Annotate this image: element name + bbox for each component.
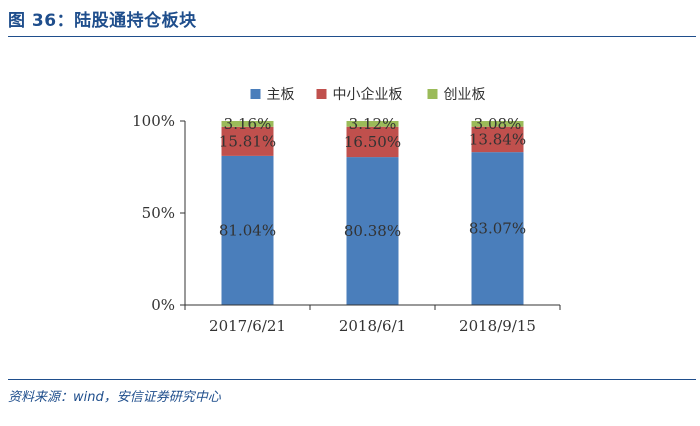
legend-label: 中小企业板	[333, 86, 403, 103]
bar-segment	[346, 126, 399, 158]
data-label: 81.04%	[219, 221, 276, 239]
data-label: 3.08%	[474, 115, 522, 133]
data-label: 3.16%	[224, 115, 272, 133]
bar-segment	[471, 121, 524, 127]
y-tick-label: 50%	[142, 204, 175, 222]
bar-segment	[221, 126, 274, 156]
x-tick-label: 2018/9/15	[459, 317, 536, 335]
bar-segment	[346, 157, 399, 305]
legend-label: 创业板	[444, 87, 486, 103]
data-label: 16.50%	[344, 133, 401, 151]
chart-legend: 主板 中小企业板 创业板	[250, 86, 486, 103]
bar-segment	[221, 120, 274, 127]
legend-label: 主板	[267, 87, 295, 103]
bar-segment	[346, 121, 399, 127]
data-label: 80.38%	[344, 222, 401, 240]
legend-swatch	[250, 89, 261, 99]
bar-segment	[471, 126, 524, 153]
title-divider	[8, 36, 696, 37]
legend-swatch	[427, 89, 438, 99]
x-tick-label: 2017/6/21	[209, 317, 286, 335]
figure-title: 图 36：陆股通持仓板块	[8, 11, 197, 31]
chart-data-labels: 81.04% 15.81%3.16% 80.38% 16.50%3.12% 83.07%…	[219, 115, 526, 240]
legend-swatch	[316, 89, 327, 99]
x-tick-label: 2018/6/1	[339, 317, 406, 335]
chart-axes: 2017/6/21 2018/6/1 2018/9/15 0% 50% 100%	[132, 112, 561, 335]
source-note: 资料来源：wind，安信证券研究中心	[8, 390, 221, 405]
data-label: 83.07%	[469, 220, 526, 238]
y-tick-label: 100%	[132, 112, 175, 130]
data-label: 13.84%	[469, 130, 526, 148]
source-divider	[8, 379, 696, 380]
chart-bars	[221, 120, 524, 305]
y-tick-label: 0%	[151, 296, 175, 314]
data-label: 3.12%	[349, 115, 397, 133]
bar-segment	[471, 152, 524, 305]
bar-segment	[221, 155, 274, 305]
data-label: 15.81%	[219, 132, 276, 150]
